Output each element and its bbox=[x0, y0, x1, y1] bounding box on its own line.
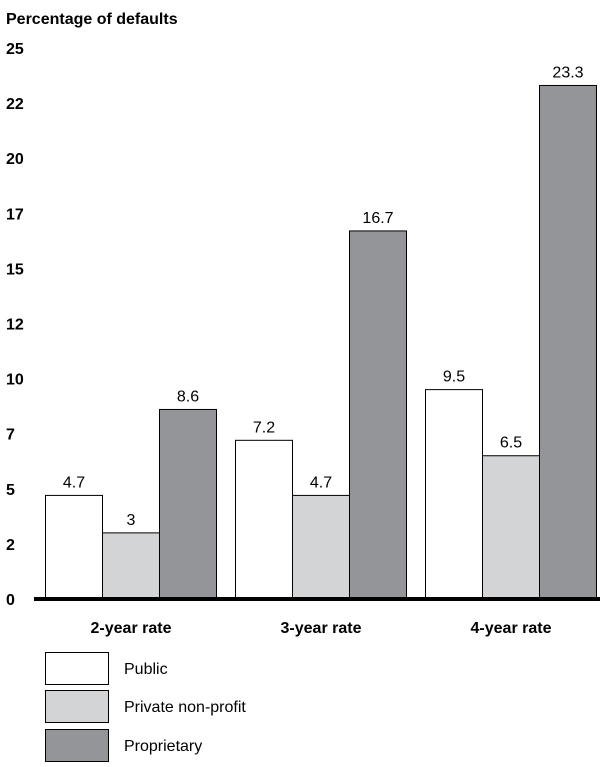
y-tick-label: 17 bbox=[6, 206, 24, 223]
legend-label: Proprietary bbox=[124, 738, 202, 755]
x-axis-baseline bbox=[34, 597, 600, 601]
data-label: 4.7 bbox=[310, 474, 332, 491]
bar-proprietary-4-year bbox=[539, 84, 597, 600]
y-tick-label: 12 bbox=[6, 317, 24, 334]
data-label: 3 bbox=[127, 512, 136, 529]
data-label: 23.3 bbox=[552, 64, 583, 81]
x-tick-label: 2-year rate bbox=[91, 620, 172, 637]
y-tick-label: 2 bbox=[6, 537, 15, 554]
x-tick-label: 4-year rate bbox=[471, 620, 552, 637]
y-tick-label: 25 bbox=[6, 41, 24, 58]
y-tick-label: 10 bbox=[6, 372, 24, 389]
y-tick-label: 20 bbox=[6, 151, 24, 168]
legend-swatch bbox=[45, 690, 109, 723]
data-label: 8.6 bbox=[177, 388, 199, 405]
data-label: 16.7 bbox=[362, 210, 393, 227]
bar-private-non-profit-2-year bbox=[102, 532, 160, 600]
bar-public-3-year bbox=[235, 439, 293, 600]
legend-swatch bbox=[45, 652, 109, 685]
data-labels: 4.7 3 8.6 7.2 4.7 16.7 9.5 6.5 23.3 bbox=[63, 64, 584, 528]
legend-item-private-non-profit: Private non-profit bbox=[45, 690, 246, 723]
legend-item-public: Public bbox=[45, 652, 168, 685]
x-tick-label: 3-year rate bbox=[281, 620, 362, 637]
y-tick-label: 0 bbox=[6, 592, 15, 609]
y-tick-label: 7 bbox=[6, 427, 15, 444]
legend-item-proprietary: Proprietary bbox=[45, 729, 202, 762]
bar-public-4-year bbox=[425, 389, 483, 600]
data-label: 4.7 bbox=[63, 474, 85, 491]
bar-proprietary-3-year bbox=[349, 230, 407, 600]
data-label: 7.2 bbox=[253, 419, 275, 436]
y-tick-label: 15 bbox=[6, 261, 24, 278]
data-label: 9.5 bbox=[443, 369, 465, 386]
legend-swatch bbox=[45, 729, 109, 762]
bar-proprietary-2-year bbox=[159, 408, 217, 600]
legend-label: Public bbox=[124, 661, 168, 678]
y-tick-label: 5 bbox=[6, 482, 15, 499]
bar-public-2-year bbox=[45, 494, 103, 600]
data-label: 6.5 bbox=[500, 435, 522, 452]
x-axis-ticks: 2-year rate 3-year rate 4-year rate bbox=[91, 620, 552, 637]
legend: Public Private non-profit Proprietary bbox=[45, 652, 246, 762]
bar-private-non-profit-4-year bbox=[482, 455, 540, 600]
y-axis-label: Percentage of defaults bbox=[6, 11, 178, 28]
y-tick-label: 22 bbox=[6, 96, 24, 113]
legend-label: Private non-profit bbox=[124, 699, 246, 716]
bars bbox=[45, 84, 597, 600]
bar-private-non-profit-3-year bbox=[292, 494, 350, 600]
